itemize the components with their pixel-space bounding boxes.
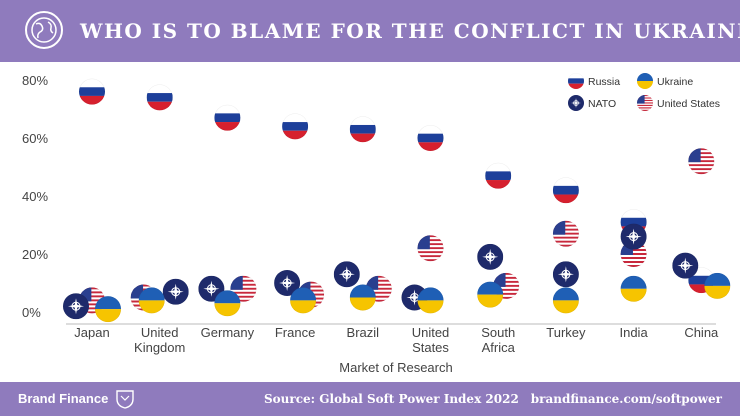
x-axis-title: Market of Research	[339, 360, 452, 375]
x-tick-label: Turkey	[546, 325, 586, 340]
legend-ukraine-icon	[637, 73, 653, 89]
legend-label: Ukraine	[657, 76, 693, 88]
legend-label: Russia	[588, 76, 620, 88]
data-point-russia	[214, 104, 241, 131]
data-point-russia	[417, 125, 444, 151]
x-tick-label: France	[275, 325, 315, 340]
data-point-ukraine	[95, 296, 121, 323]
data-point-nato	[162, 278, 189, 305]
data-point-nato	[333, 261, 360, 288]
source-url-link[interactable]: brandfinance.com/softpower	[530, 392, 722, 406]
y-tick-label: 80%	[22, 73, 48, 88]
data-point-russia	[146, 84, 173, 111]
data-point-ukraine	[214, 290, 241, 317]
x-tick-label: Germany	[201, 325, 255, 340]
x-tick-label: United Kingdom	[134, 325, 185, 355]
data-point-usa	[79, 287, 105, 314]
data-point-ukraine	[349, 284, 376, 311]
scatter-chart: 0% 20% 40% 60% 80% Japan United Kingdom Germany F…	[22, 73, 731, 375]
data-point-nato	[477, 243, 504, 270]
data-point-nato	[620, 223, 647, 250]
y-tick-label: 0%	[22, 305, 41, 320]
data-point-russia	[552, 177, 579, 204]
data-point-russia	[688, 267, 715, 294]
data-point-nato	[552, 261, 579, 288]
globe-icon	[25, 11, 63, 49]
data-point-ukraine	[290, 287, 317, 314]
x-tick-label: Japan	[74, 325, 109, 340]
x-tick-label: United States	[412, 325, 450, 355]
y-tick-label: 60%	[22, 131, 48, 146]
data-point-russia	[485, 162, 512, 189]
data-point-russia	[349, 116, 376, 143]
data-point-usa	[417, 235, 444, 262]
data-point-usa	[552, 220, 579, 247]
data-point-ukraine	[552, 287, 579, 314]
source-text: Source: Global Soft Power Index 2022	[264, 392, 519, 406]
data-point-nato	[63, 293, 89, 320]
x-tick-label: South Africa	[481, 325, 515, 355]
data-point-ukraine	[620, 275, 647, 302]
y-tick-label: 20%	[22, 247, 48, 262]
legend-russia-icon	[568, 73, 584, 89]
brand-logo-text: Brand Finance	[18, 391, 109, 406]
y-tick-label: 40%	[22, 189, 48, 204]
data-point-nato	[672, 252, 699, 279]
header-banner: WHO IS TO BLAME FOR THE CONFLICT IN UKRA…	[0, 0, 740, 62]
data-point-ukraine	[138, 287, 165, 314]
data-point-usa	[688, 148, 715, 175]
legend-label: NATO	[588, 98, 616, 110]
x-tick-label: India	[619, 325, 648, 340]
legend-usa-icon	[637, 95, 653, 111]
x-tick-label: Brazil	[347, 325, 380, 340]
data-point-russia	[282, 113, 309, 140]
brand-crest-icon	[116, 390, 134, 409]
footer-bar: Brand Finance Source: Global Soft Power …	[0, 382, 740, 416]
data-point-ukraine	[704, 272, 731, 299]
data-point-ukraine	[477, 281, 504, 308]
data-point-russia	[79, 78, 105, 105]
legend-label: United States	[657, 98, 720, 110]
legend-nato-icon	[568, 95, 584, 111]
data-point-ukraine	[417, 287, 444, 314]
page-title: WHO IS TO BLAME FOR THE CONFLICT IN UKRA…	[80, 19, 740, 43]
x-tick-label: China	[684, 325, 719, 340]
